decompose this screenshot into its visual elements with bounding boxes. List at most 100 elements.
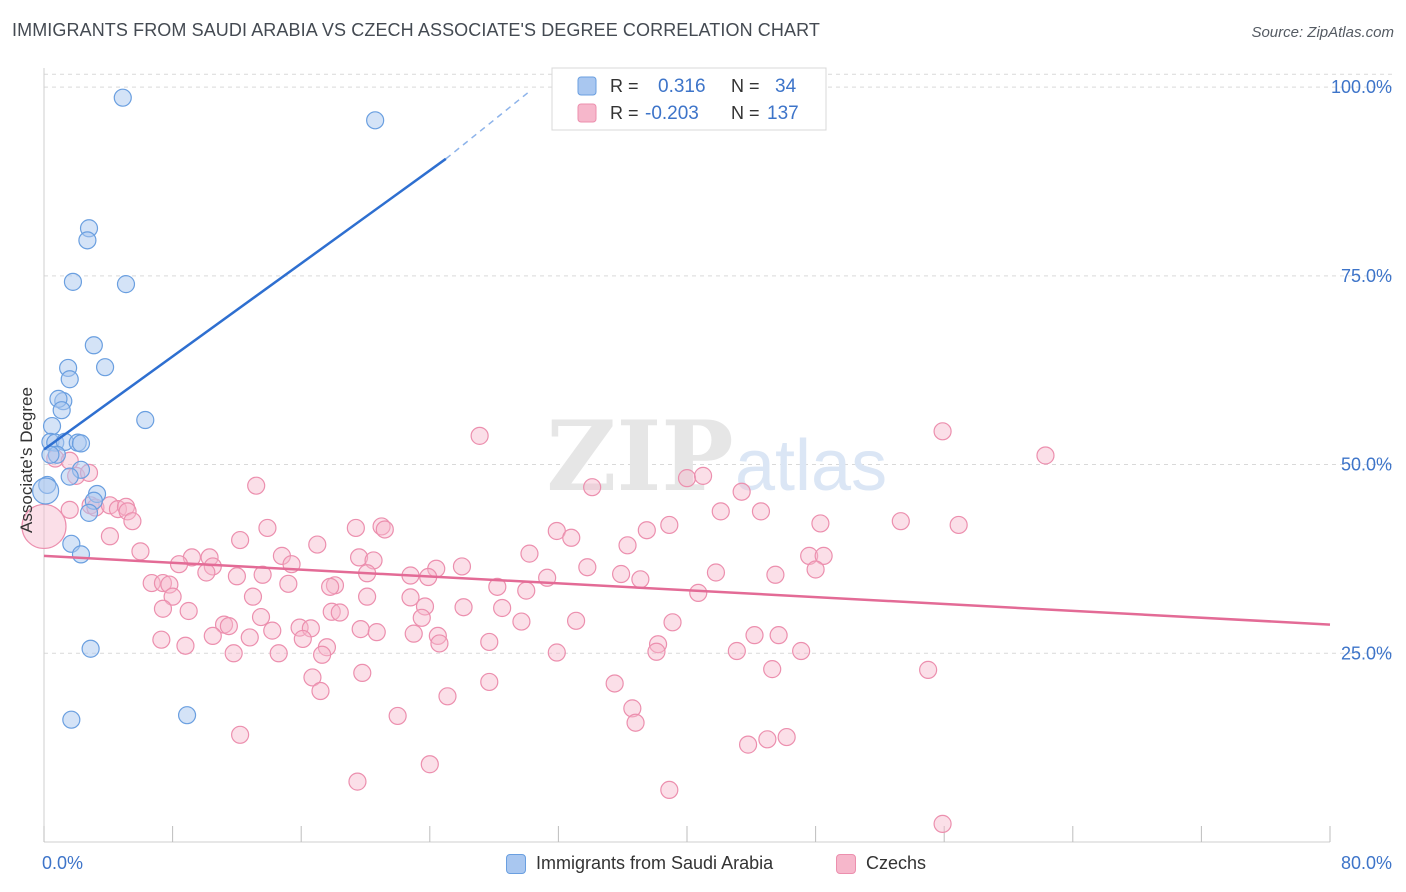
saudi-point xyxy=(60,370,79,389)
czechs-point xyxy=(480,672,499,692)
czechs-point xyxy=(153,599,173,618)
czechs-point xyxy=(321,577,340,596)
czechs-point xyxy=(231,725,250,744)
czechs-point xyxy=(100,527,120,546)
legend-swatch-saudi-bottom xyxy=(506,853,526,874)
saudi-point xyxy=(63,272,83,291)
czechs-point xyxy=(811,514,830,533)
legend-n-label-saudi: N = xyxy=(731,76,760,96)
czechs-point xyxy=(637,521,656,540)
czechs-point xyxy=(224,644,243,663)
saudi-point xyxy=(79,503,99,522)
y-tick-label: 25.0% xyxy=(1341,643,1392,663)
czechs-point xyxy=(480,632,499,652)
legend-n-value-saudi: 34 xyxy=(775,76,797,97)
czechs-point xyxy=(163,587,182,606)
czechs-point xyxy=(711,502,730,521)
czechs-point xyxy=(769,626,788,645)
czechs-point xyxy=(933,422,952,441)
saudi-point xyxy=(71,434,91,453)
saudi-point xyxy=(116,275,136,294)
czechs-point xyxy=(330,603,349,622)
saudi-trend-line xyxy=(43,157,447,451)
czechs-point xyxy=(160,575,179,594)
czechs-point xyxy=(689,583,708,602)
czechs-point xyxy=(623,699,642,718)
trend-lines xyxy=(43,89,1331,626)
czechs-point xyxy=(438,687,457,706)
czechs-point xyxy=(727,641,746,661)
y-tick-label: 75.0% xyxy=(1341,266,1392,286)
czechs-point xyxy=(706,563,726,582)
czechs-point xyxy=(346,518,365,538)
saudi-point xyxy=(113,88,132,107)
y-tick-label: 100.0% xyxy=(1331,77,1392,97)
watermark: ZIP atlas xyxy=(546,400,887,513)
czechs-point xyxy=(488,577,507,596)
czechs-point xyxy=(358,587,377,606)
czechs-point xyxy=(745,626,764,645)
czechs-point xyxy=(197,563,216,582)
x-tick-label-max: 80.0% xyxy=(1341,853,1392,873)
czechs-point xyxy=(308,535,327,554)
legend-r-value-czechs: -0.203 xyxy=(645,103,699,124)
saudi-point xyxy=(60,467,79,486)
czechs-point xyxy=(562,528,581,547)
czechs-point xyxy=(253,565,272,584)
czechs-point xyxy=(123,512,142,531)
czechs-point xyxy=(420,755,439,774)
czechs-point xyxy=(732,482,751,501)
czechs-point xyxy=(566,611,586,630)
czechs-point xyxy=(763,660,782,679)
czechs-point xyxy=(766,565,785,584)
czechs-point xyxy=(279,574,298,593)
czechs-point xyxy=(618,536,637,555)
czechs-point xyxy=(351,620,370,639)
czechs-point xyxy=(131,542,150,561)
czechs-point xyxy=(605,674,624,693)
axes-layer: 25.0% 50.0% 75.0% 100.0% 0.0% 80.0% xyxy=(42,68,1392,873)
czechs-point xyxy=(179,601,198,621)
czechs-point xyxy=(312,645,332,664)
czechs-point xyxy=(388,706,407,726)
saudi-point xyxy=(366,111,385,130)
czechs-point xyxy=(520,544,539,563)
czechs-point xyxy=(243,587,263,606)
czechs-point xyxy=(203,626,222,646)
czechs-point xyxy=(758,730,777,749)
czechs-point xyxy=(401,588,420,607)
czechs-trend-line xyxy=(43,554,1331,626)
chart-title: IMMIGRANTS FROM SAUDI ARABIA VS CZECH AS… xyxy=(12,20,820,40)
czechs-point xyxy=(152,630,171,649)
saudi-point xyxy=(81,639,100,658)
y-axis-label: Associate's Degree xyxy=(17,387,36,533)
czechs-point xyxy=(263,621,282,640)
czechs-point xyxy=(583,478,602,497)
czechs-point xyxy=(372,517,391,536)
czechs-point xyxy=(660,780,679,800)
legend-item-saudi[interactable]: Immigrants from Saudi Arabia xyxy=(506,853,773,874)
czechs-point xyxy=(428,626,447,646)
czechs-point xyxy=(452,557,472,576)
czechs-point xyxy=(611,564,631,584)
czechs-point xyxy=(493,598,512,618)
czechs-point xyxy=(258,518,277,538)
legend-n-value-czechs: 137 xyxy=(767,103,799,124)
saudi-point xyxy=(62,710,81,729)
czechs-point xyxy=(404,624,423,643)
czechs-point xyxy=(933,814,952,833)
saudi-point xyxy=(52,401,71,420)
legend-item-czechs[interactable]: Czechs xyxy=(836,853,926,874)
czechs-point xyxy=(647,642,666,661)
czechs-point xyxy=(919,660,938,679)
czechs-point xyxy=(231,530,250,550)
saudi-trend-extension xyxy=(445,89,532,160)
saudi-point xyxy=(95,358,115,377)
czechs-point xyxy=(454,598,473,617)
legend-n-label-czechs: N = xyxy=(731,103,760,123)
czechs-point xyxy=(693,466,713,485)
czechs-point xyxy=(60,500,79,519)
czechs-point xyxy=(153,573,173,593)
saudi-point xyxy=(42,416,62,436)
